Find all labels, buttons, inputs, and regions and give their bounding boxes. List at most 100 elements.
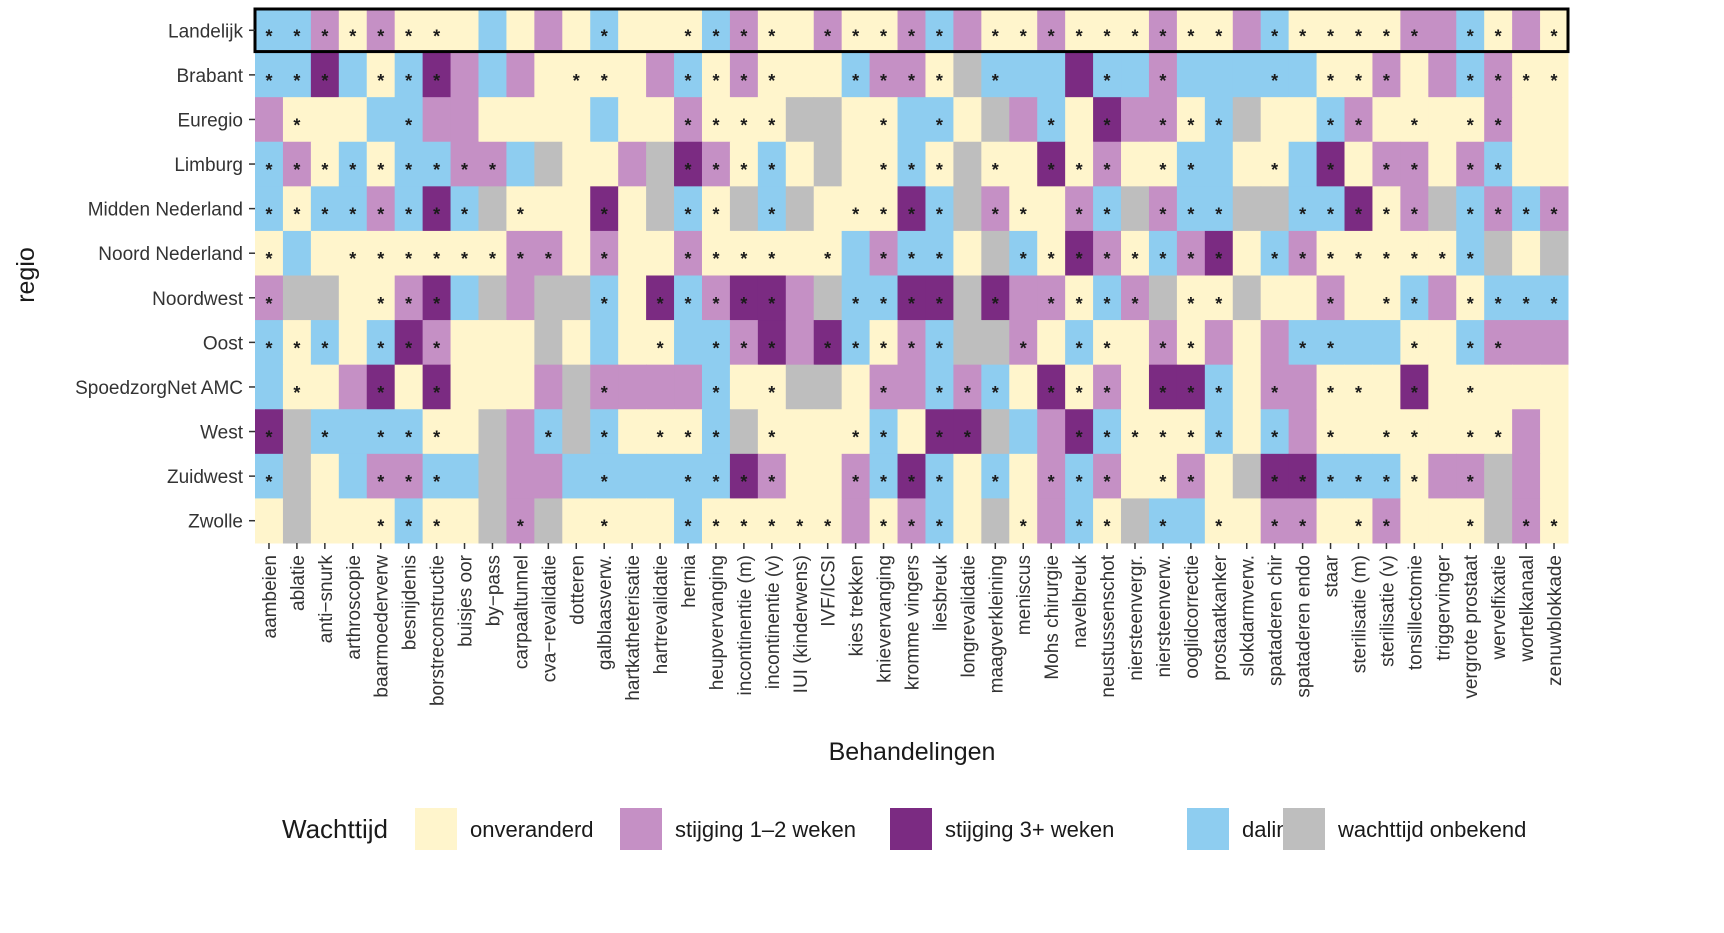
- significance-marker: *: [880, 115, 887, 135]
- significance-marker: *: [685, 294, 692, 314]
- significance-marker: *: [433, 294, 440, 314]
- cell: [366, 275, 396, 321]
- significance-marker: *: [685, 517, 692, 537]
- significance-marker: *: [685, 160, 692, 180]
- cell: [366, 453, 396, 499]
- cell: [1316, 498, 1346, 544]
- cell: [255, 409, 284, 455]
- cell: [1009, 230, 1038, 276]
- cell: [925, 186, 954, 232]
- cell: [674, 453, 703, 499]
- cell: [534, 8, 563, 54]
- cell: [1372, 230, 1401, 276]
- cell: [1176, 8, 1206, 54]
- legend-swatch: [890, 808, 932, 850]
- cell: [1065, 453, 1094, 499]
- cell: [869, 230, 899, 276]
- cell: [1093, 52, 1122, 98]
- cell: [1316, 453, 1346, 499]
- cell: [338, 8, 368, 54]
- cell: [282, 8, 312, 54]
- cell: [1428, 97, 1457, 143]
- cell: [1148, 409, 1178, 455]
- significance-marker: *: [1048, 26, 1055, 46]
- significance-marker: *: [1076, 294, 1083, 314]
- cell: [478, 141, 507, 187]
- cell: [255, 364, 284, 410]
- x-tick-label: wervelfixatie: [1489, 555, 1510, 661]
- significance-marker: *: [377, 517, 384, 537]
- significance-marker: *: [852, 71, 859, 91]
- significance-marker: *: [992, 160, 999, 180]
- significance-marker: *: [1495, 160, 1502, 180]
- significance-marker: *: [1467, 294, 1474, 314]
- cell: [897, 97, 926, 143]
- significance-marker: *: [573, 71, 580, 91]
- cell: [310, 275, 340, 321]
- significance-marker: *: [936, 383, 943, 403]
- significance-marker: *: [992, 71, 999, 91]
- significance-marker: *: [433, 71, 440, 91]
- significance-marker: *: [1551, 294, 1558, 314]
- cell: [534, 141, 563, 187]
- significance-marker: *: [1020, 205, 1027, 225]
- significance-marker: *: [685, 205, 692, 225]
- significance-marker: *: [852, 205, 859, 225]
- cell: [1288, 409, 1318, 455]
- significance-marker: *: [1187, 428, 1194, 448]
- cell: [450, 364, 479, 410]
- cell: [1456, 52, 1485, 98]
- cell: [338, 409, 368, 455]
- cell: [953, 230, 982, 276]
- cell: [394, 230, 424, 276]
- cell: [1456, 409, 1485, 455]
- cell: [310, 230, 340, 276]
- cell: [282, 275, 312, 321]
- significance-marker: *: [1383, 249, 1390, 269]
- cell: [1093, 230, 1122, 276]
- significance-marker: *: [712, 338, 719, 358]
- significance-marker: *: [405, 517, 412, 537]
- cell: [255, 141, 284, 187]
- cell: [1456, 498, 1485, 544]
- significance-marker: *: [1159, 160, 1166, 180]
- cell: [953, 275, 982, 321]
- significance-marker: *: [377, 294, 384, 314]
- cell: [1204, 97, 1234, 143]
- cell: [618, 186, 647, 232]
- cell: [869, 453, 899, 499]
- cell: [1540, 498, 1569, 544]
- cell: [953, 97, 982, 143]
- cell: [1344, 230, 1373, 276]
- cell: [869, 275, 899, 321]
- cell: [729, 8, 759, 54]
- significance-marker: *: [1076, 383, 1083, 403]
- cell: [618, 498, 647, 544]
- significance-marker: *: [1299, 249, 1306, 269]
- cell: [1148, 230, 1178, 276]
- cell: [618, 141, 647, 187]
- cell: [1428, 320, 1457, 366]
- cell: [729, 275, 759, 321]
- significance-marker: *: [349, 26, 356, 46]
- cell: [1288, 453, 1318, 499]
- cell: [506, 364, 535, 410]
- cell: [757, 186, 787, 232]
- cell: [1540, 320, 1569, 366]
- significance-marker: *: [433, 517, 440, 537]
- cell: [1484, 498, 1513, 544]
- significance-marker: *: [517, 517, 524, 537]
- significance-marker: *: [1523, 517, 1530, 537]
- cell: [1512, 97, 1541, 143]
- cell: [1009, 320, 1038, 366]
- cell: [1484, 186, 1513, 232]
- cell: [1009, 52, 1038, 98]
- cell: [1484, 52, 1513, 98]
- cell: [1344, 52, 1373, 98]
- cell: [841, 498, 871, 544]
- significance-marker: *: [712, 517, 719, 537]
- cell: [757, 364, 787, 410]
- cell: [1009, 275, 1038, 321]
- significance-marker: *: [1020, 338, 1027, 358]
- significance-marker: *: [1104, 26, 1111, 46]
